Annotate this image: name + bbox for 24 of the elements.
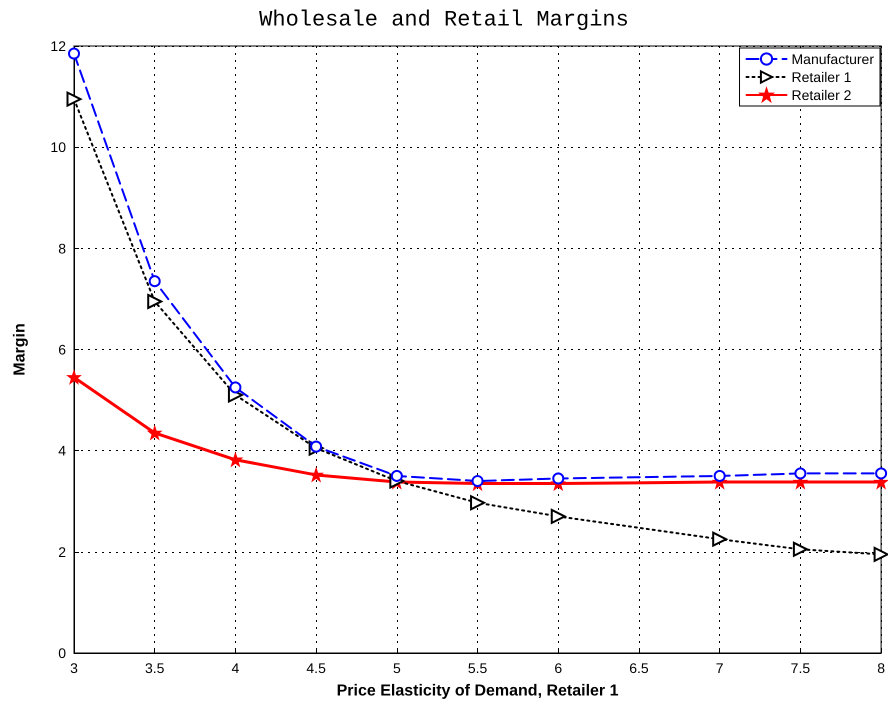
y-tick-label: 2 — [58, 544, 66, 560]
legend-label: Retailer 1 — [792, 69, 852, 85]
x-tick-label: 5 — [392, 660, 401, 676]
y-axis-title: Margin — [12, 323, 28, 376]
y-tick-label: 0 — [58, 645, 66, 661]
x-tick-label: 5.5 — [468, 660, 488, 676]
legend-label: Manufacturer — [792, 51, 874, 67]
chart-title: Wholesale and Retail Margins — [259, 8, 629, 32]
y-tick-label: 12 — [50, 38, 66, 54]
x-tick-label: 3 — [70, 660, 78, 676]
x-tick-label: 4 — [232, 660, 240, 676]
legend-label: Retailer 2 — [792, 87, 852, 103]
y-tick-label: 4 — [58, 442, 66, 459]
x-tick-label: 7 — [716, 660, 724, 676]
y-tick-label: 10 — [50, 139, 66, 156]
x-tick-label: 6.5 — [629, 660, 649, 676]
x-tick-label: 6 — [554, 660, 562, 676]
y-tick-label: 6 — [58, 342, 66, 358]
x-axis-title: Price Elasticity of Demand, Retailer 1 — [336, 682, 619, 700]
y-tick-label: 8 — [58, 240, 66, 256]
x-tick-label: 3.5 — [144, 660, 165, 676]
x-tick-label: 4.5 — [306, 660, 326, 676]
x-tick-label: 8 — [877, 660, 886, 676]
x-tick-label: 7.5 — [790, 660, 810, 676]
